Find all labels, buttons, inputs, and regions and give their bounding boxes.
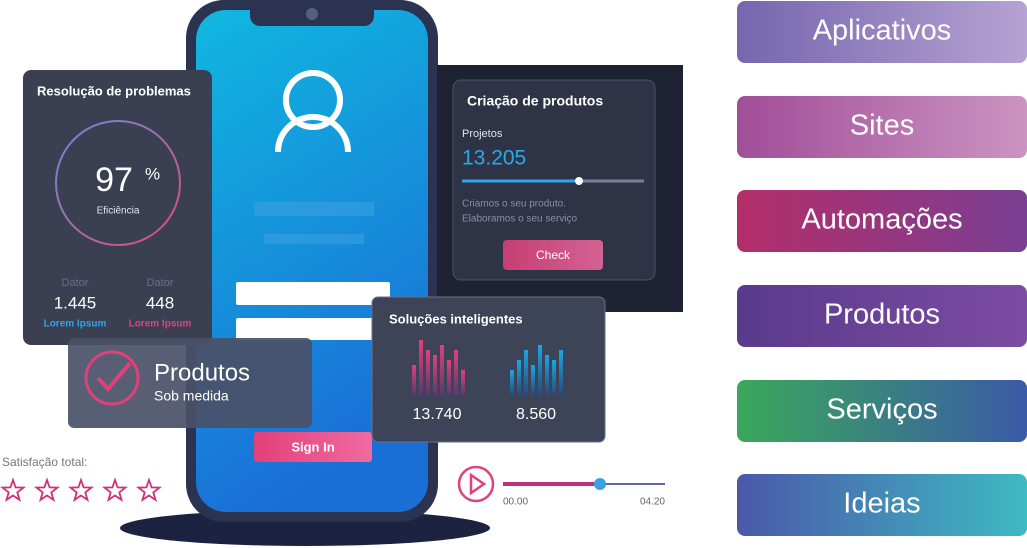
bar-art (510, 370, 514, 395)
efficiency-card (23, 70, 212, 345)
bar-art (531, 365, 535, 395)
menu-label[interactable]: Automações (801, 204, 962, 236)
star[interactable] (101, 477, 129, 503)
user-icon (275, 114, 351, 153)
metric-value: 13.205 (462, 147, 526, 170)
stat-value: 1.445 (54, 293, 97, 312)
check-label[interactable]: Check (536, 248, 571, 262)
bar-art (559, 350, 563, 395)
stat-label: Dator (62, 277, 89, 289)
solutions-card (371, 296, 606, 443)
slider-knob[interactable] (575, 177, 583, 185)
bar-art (517, 360, 521, 395)
efficiency-value: 97 (95, 161, 133, 199)
user-icon (283, 70, 343, 130)
bar-art (552, 360, 556, 395)
menu: Aplicativos Sites Automações Produtos Serviç… (737, 1, 1027, 536)
rating-stars[interactable] (0, 477, 163, 503)
card-title: Resolução de problemas (37, 83, 191, 98)
stat-label: Dator (147, 277, 174, 289)
menu-button[interactable] (737, 96, 1027, 158)
check-button[interactable] (503, 240, 603, 270)
bar-art (419, 340, 423, 395)
star[interactable] (0, 477, 27, 503)
stats: Dator 1.445 Lorem Ipsum Dator 448 Lorem Ipsum (44, 277, 192, 330)
badge-subtitle: Sob medida (154, 388, 229, 404)
menu-label[interactable]: Aplicativos (813, 15, 952, 47)
bar-art (524, 350, 528, 395)
menu-button[interactable] (737, 190, 1027, 252)
efficiency-label: Eficiência (97, 206, 140, 217)
bar-art (433, 355, 437, 395)
solution-value: 8.560 (516, 406, 556, 423)
badge-title: Produtos (154, 359, 250, 386)
star[interactable] (135, 477, 163, 503)
menu-button[interactable] (737, 285, 1027, 347)
input-field (236, 282, 390, 305)
solution-value: 13.740 (413, 406, 462, 423)
bar-art (538, 345, 542, 395)
menu-button[interactable] (737, 380, 1027, 442)
menu-button[interactable] (737, 1, 1027, 63)
menu-label[interactable]: Serviços (826, 394, 937, 426)
phone-camera (306, 8, 318, 20)
bar-art (412, 340, 563, 395)
metric-label: Projetos (462, 128, 503, 140)
input-field (236, 318, 390, 340)
card-title: Criação de produtos (467, 93, 603, 109)
efficiency-unit: % (145, 164, 160, 183)
play-button[interactable] (457, 465, 495, 503)
stat-value: 448 (146, 293, 174, 312)
screen-line (254, 202, 374, 216)
efficiency-ring (55, 120, 181, 246)
stat-caption: Lorem Ipsum (129, 319, 192, 330)
time-end: 04.20 (640, 497, 665, 508)
rating-label: Satisfação total: (2, 455, 87, 469)
player-knob[interactable] (594, 478, 606, 490)
check-mark (96, 361, 132, 393)
star[interactable] (33, 477, 61, 503)
card-text: Criamos o seu produto. (462, 199, 566, 210)
screen-line (264, 234, 364, 244)
stat-caption: Lorem Ipsum (44, 319, 107, 330)
play-icon[interactable] (469, 472, 487, 496)
bar-art (426, 350, 430, 395)
sign-in-button[interactable] (254, 432, 372, 462)
time-start: 00.00 (503, 497, 528, 508)
sign-in-label[interactable]: Sign In (291, 439, 334, 454)
card-text: Elaboramos o seu serviço (462, 214, 577, 225)
bar-art (545, 355, 549, 395)
product-badge (68, 338, 312, 428)
menu-label[interactable]: Ideias (843, 488, 920, 520)
menu-label[interactable]: Sites (850, 110, 914, 142)
menu-label[interactable]: Produtos (824, 299, 940, 331)
star[interactable] (67, 477, 95, 503)
check-circle (84, 350, 140, 406)
bar-art (440, 345, 444, 395)
card-title: Soluções inteligentes (389, 311, 523, 326)
bar-art (454, 350, 458, 395)
menu-button[interactable] (737, 474, 1027, 536)
bar-art (447, 360, 451, 395)
bar-art (461, 370, 465, 395)
bar-art (412, 365, 416, 395)
